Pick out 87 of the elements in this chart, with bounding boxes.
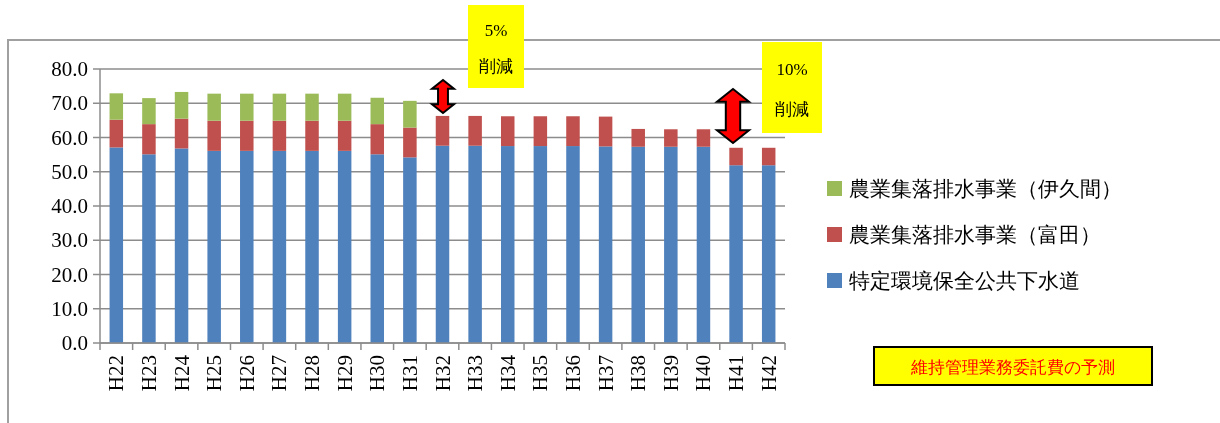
bar — [468, 145, 482, 343]
bar — [696, 146, 711, 343]
bar — [305, 93, 319, 121]
bar — [109, 147, 124, 343]
legend-label: 特定環境保全公共下水道 — [849, 269, 1080, 293]
bar — [500, 116, 515, 147]
x-tick-label: H39 — [658, 355, 683, 392]
bar — [240, 150, 254, 343]
y-tick-label: 60.0 — [51, 125, 88, 150]
bar — [468, 115, 482, 146]
text: 10% 削減 — [775, 60, 809, 119]
bar — [305, 120, 319, 151]
x-tick-label: H28 — [300, 355, 325, 392]
x-tick-label: H42 — [756, 355, 781, 392]
legend-label: 農業集落排水事業（富田） — [849, 223, 1101, 247]
text: 維持管理業務委託費の予測 — [873, 346, 1153, 386]
y-tick-label: 50.0 — [51, 159, 88, 184]
bar — [696, 129, 711, 147]
x-tick-label: H24 — [169, 354, 194, 392]
x-tick-label: H38 — [626, 355, 651, 392]
x-tick-label: H29 — [332, 355, 357, 392]
y-tick-label: 0.0 — [61, 331, 88, 355]
y-tick-label: 20.0 — [51, 262, 88, 287]
bar — [272, 150, 287, 343]
bar — [109, 93, 124, 120]
bar — [729, 165, 743, 343]
bar — [403, 157, 417, 343]
x-tick-label: H35 — [528, 355, 553, 392]
x-tick-label: H40 — [691, 355, 716, 392]
bar — [435, 145, 450, 343]
legend-label: 農業集落排水事業（伊久間） — [849, 177, 1122, 201]
bar — [500, 146, 515, 343]
bar — [142, 154, 156, 343]
bar — [566, 146, 580, 343]
bar — [566, 116, 580, 147]
y-tick-label: 70.0 — [51, 91, 88, 116]
bar — [240, 93, 254, 121]
x-tick-label: H23 — [136, 355, 161, 392]
bar — [207, 93, 221, 121]
bar — [305, 150, 319, 343]
bar — [142, 98, 156, 125]
bar — [664, 146, 678, 343]
bar — [761, 147, 776, 166]
bar — [142, 124, 156, 155]
bar — [337, 150, 352, 343]
bar — [533, 116, 548, 147]
x-tick-label: H31 — [397, 355, 422, 392]
bar — [109, 119, 124, 148]
x-tick-label: H27 — [267, 355, 292, 392]
x-tick-label: H34 — [495, 354, 520, 392]
y-tick-label: 10.0 — [51, 296, 88, 321]
x-tick-label: H36 — [560, 355, 585, 392]
x-tick-label: H22 — [104, 355, 129, 392]
bar — [370, 124, 385, 155]
x-tick-label: H41 — [724, 355, 749, 392]
bar — [631, 128, 645, 147]
x-tick-label: H26 — [234, 355, 259, 392]
bar — [598, 146, 613, 343]
bar — [403, 100, 417, 128]
bar — [174, 148, 189, 343]
x-tick-label: H30 — [365, 355, 390, 392]
bar — [370, 154, 385, 343]
bar — [370, 97, 385, 125]
bar — [631, 146, 645, 343]
bar — [729, 147, 743, 166]
y-tick-label: 40.0 — [51, 194, 88, 218]
bar — [337, 120, 352, 151]
x-tick-label: H32 — [430, 355, 455, 392]
bar — [598, 116, 613, 147]
x-tick-label: H33 — [463, 355, 488, 392]
bar — [207, 120, 221, 151]
bar — [403, 127, 417, 158]
bar — [533, 146, 548, 343]
x-tick-label: H37 — [593, 355, 618, 392]
annotation: 5% 削減 — [468, 5, 524, 88]
bar — [272, 93, 287, 121]
bar — [174, 91, 189, 119]
bar — [761, 165, 776, 343]
bar — [207, 150, 221, 343]
x-tick-label: H25 — [202, 355, 227, 392]
bar — [272, 120, 287, 151]
y-tick-label: 30.0 — [51, 228, 88, 253]
bar — [174, 118, 189, 149]
bar — [664, 129, 678, 147]
y-tick-label: 80.0 — [51, 57, 88, 81]
bar — [337, 93, 352, 121]
bar — [240, 120, 254, 151]
